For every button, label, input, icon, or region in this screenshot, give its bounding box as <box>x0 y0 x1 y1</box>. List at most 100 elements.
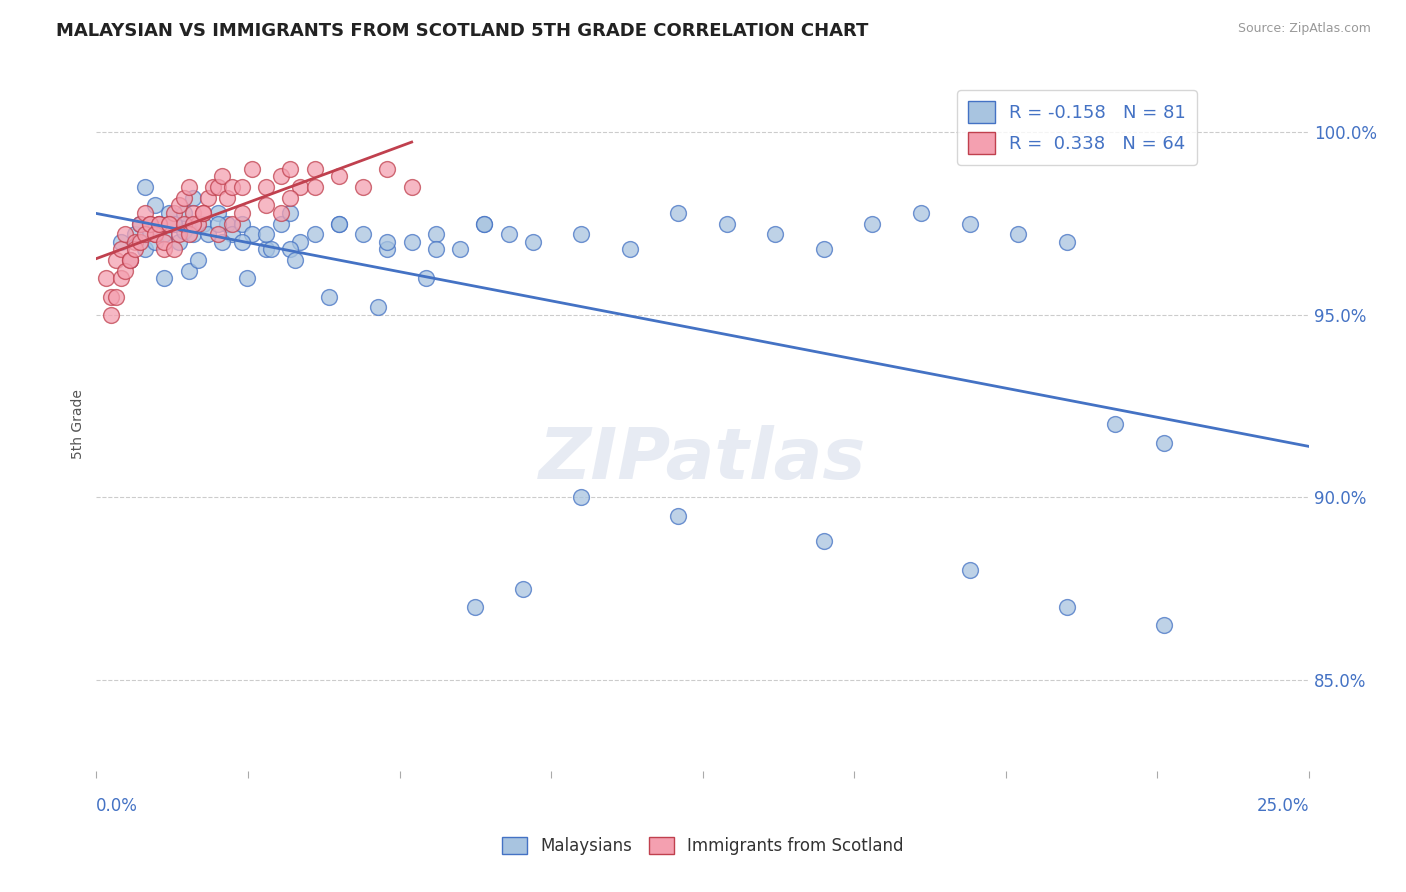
Point <box>1153 435 1175 450</box>
Point <box>124 235 146 249</box>
Point <box>148 217 170 231</box>
Point <box>571 491 593 505</box>
Point <box>124 242 146 256</box>
Point <box>1104 417 1126 432</box>
Point <box>280 205 302 219</box>
Point <box>104 289 127 303</box>
Point <box>352 227 374 242</box>
Point <box>377 235 399 249</box>
Point <box>813 242 835 256</box>
Point <box>207 180 229 194</box>
Point <box>474 217 496 231</box>
Point <box>173 191 195 205</box>
Point <box>270 169 292 183</box>
Point <box>449 242 471 256</box>
Point <box>148 217 170 231</box>
Text: ZIPatlas: ZIPatlas <box>538 425 866 493</box>
Point <box>138 224 160 238</box>
Point <box>167 227 190 242</box>
Point <box>280 242 302 256</box>
Point <box>288 180 311 194</box>
Point <box>94 271 117 285</box>
Point <box>862 217 884 231</box>
Point <box>187 253 209 268</box>
Point <box>110 242 132 256</box>
Point <box>191 205 214 219</box>
Point <box>110 271 132 285</box>
Point <box>401 180 423 194</box>
Point <box>153 235 176 249</box>
Point <box>474 217 496 231</box>
Point <box>129 235 152 249</box>
Point <box>270 217 292 231</box>
Point <box>157 217 180 231</box>
Point <box>619 242 641 256</box>
Point <box>1056 599 1078 614</box>
Point <box>211 235 233 249</box>
Point <box>498 227 520 242</box>
Point <box>129 217 152 231</box>
Point <box>280 191 302 205</box>
Point <box>157 205 180 219</box>
Point <box>231 217 253 231</box>
Point <box>177 180 200 194</box>
Point <box>143 227 166 242</box>
Point <box>177 217 200 231</box>
Point <box>211 169 233 183</box>
Point <box>254 180 277 194</box>
Point <box>129 217 152 231</box>
Point <box>207 205 229 219</box>
Point <box>138 217 160 231</box>
Point <box>288 235 311 249</box>
Point <box>668 508 690 523</box>
Point <box>716 217 738 231</box>
Point <box>163 205 186 219</box>
Point <box>207 217 229 231</box>
Point <box>1056 235 1078 249</box>
Point <box>110 235 132 249</box>
Point <box>464 599 486 614</box>
Point <box>367 301 389 315</box>
Point <box>318 289 340 303</box>
Point <box>157 217 180 231</box>
Point <box>138 217 160 231</box>
Point <box>157 217 180 231</box>
Point <box>813 534 835 549</box>
Point <box>959 217 981 231</box>
Text: 0.0%: 0.0% <box>97 797 138 814</box>
Point <box>221 217 243 231</box>
Point <box>254 198 277 212</box>
Point <box>148 217 170 231</box>
Point <box>280 161 302 176</box>
Point <box>231 235 253 249</box>
Point <box>304 161 326 176</box>
Point <box>910 205 932 219</box>
Point <box>377 242 399 256</box>
Point <box>167 235 190 249</box>
Point <box>959 563 981 577</box>
Point <box>177 264 200 278</box>
Point <box>177 227 200 242</box>
Point <box>120 253 142 268</box>
Point <box>114 264 136 278</box>
Point <box>183 227 205 242</box>
Point <box>187 217 209 231</box>
Point <box>415 271 437 285</box>
Point <box>120 253 142 268</box>
Point <box>207 227 229 242</box>
Point <box>1007 227 1029 242</box>
Point <box>197 227 219 242</box>
Point <box>254 227 277 242</box>
Point <box>191 205 214 219</box>
Point <box>183 205 205 219</box>
Point <box>328 217 350 231</box>
Point <box>231 180 253 194</box>
Point <box>173 224 195 238</box>
Text: Source: ZipAtlas.com: Source: ZipAtlas.com <box>1237 22 1371 36</box>
Point <box>254 242 277 256</box>
Point <box>134 205 156 219</box>
Point <box>217 217 239 231</box>
Point <box>571 227 593 242</box>
Point <box>765 227 787 242</box>
Point <box>100 308 122 322</box>
